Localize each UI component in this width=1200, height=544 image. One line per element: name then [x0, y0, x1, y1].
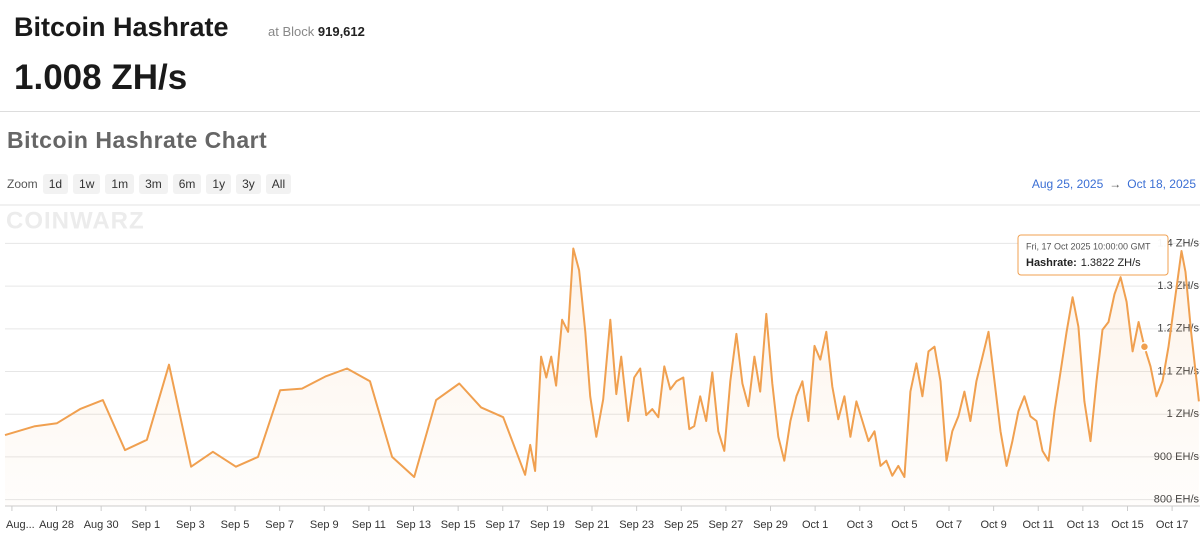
x-tick-label: Aug 30	[84, 519, 119, 531]
zoom-button[interactable]: 6m	[172, 174, 202, 194]
zoom-button[interactable]: 1y	[206, 174, 232, 194]
x-tick-label: Sep 21	[575, 519, 610, 531]
zoom-button[interactable]: 3y	[236, 174, 261, 194]
range-to[interactable]: Oct 18, 2025	[1127, 177, 1196, 191]
area	[5, 248, 1199, 506]
x-tick-label: Oct 1	[802, 519, 828, 531]
zoom-button[interactable]: 1d	[42, 174, 69, 194]
zoom-button[interactable]: All	[265, 174, 292, 194]
x-tick-label: Sep 27	[708, 519, 743, 531]
page-title: Bitcoin Hashrate	[14, 12, 229, 42]
x-tick-label: Oct 13	[1067, 519, 1099, 531]
watermark: COINWARZ	[6, 207, 145, 234]
zoom-button[interactable]: 1w	[73, 174, 101, 194]
line	[4, 247, 1200, 478]
tooltip-date: Fri, 17 Oct 2025 10:00:00 GMT	[1026, 241, 1151, 251]
tooltip: Fri, 17 Oct 2025 10:00:00 GMT Hashrate: 1.…	[1017, 234, 1169, 276]
tooltip-number: 1.3822 ZH/s	[1081, 257, 1141, 269]
x-tick-label: Oct 17	[1156, 519, 1188, 531]
x-tick-label: Sep 15	[441, 519, 476, 531]
x-tick-label: Aug...	[6, 519, 35, 531]
hover-marker	[1139, 341, 1150, 352]
x-tick-label: Oct 9	[980, 519, 1006, 531]
divider	[0, 111, 1200, 112]
x-tick-label: Sep 29	[753, 519, 788, 531]
x-tick-label: Sep 9	[310, 519, 339, 531]
x-tick-label: Sep 25	[664, 519, 699, 531]
block-info: at Block 919,612	[268, 24, 365, 39]
x-tick-label: Aug 28	[39, 519, 74, 531]
zoom-label: Zoom	[7, 177, 38, 191]
zoom-button[interactable]: 1m	[105, 174, 135, 194]
x-tick-label: Sep 1	[131, 519, 160, 531]
tooltip-label: Hashrate:	[1026, 257, 1077, 269]
range-from[interactable]: Aug 25, 2025	[1031, 177, 1104, 191]
x-tick-label: Sep 7	[265, 519, 294, 531]
zoom-bar: Zoom 1d 1w 1m 3m 6m 1y 3y All	[7, 174, 292, 194]
zoom-button[interactable]: 3m	[139, 174, 168, 194]
current-hashrate: 1.008 ZH/s	[14, 58, 188, 97]
x-tick-label: Sep 5	[221, 519, 250, 531]
x-tick-label: Sep 17	[485, 519, 520, 531]
tooltip-value: Hashrate: 1.3822 ZH/s	[1026, 257, 1141, 269]
range-arrow: →	[1109, 177, 1122, 191]
x-tick-label: Oct 11	[1022, 519, 1054, 531]
x-tick-label: Oct 15	[1111, 519, 1143, 531]
x-tick-label: Oct 3	[847, 519, 873, 531]
x-tick-label: Sep 23	[619, 519, 654, 531]
date-range: Aug 25, 2025 → Oct 18, 2025	[1032, 177, 1196, 191]
x-tick-label: Sep 3	[176, 519, 205, 531]
block-prefix: at Block	[268, 24, 315, 39]
x-tick-label: Sep 19	[530, 519, 565, 531]
tooltip-box	[1017, 234, 1169, 276]
x-tick-label: Oct 7	[936, 519, 962, 531]
x-tick-label: Sep 11	[352, 519, 386, 531]
block-number: 919,612	[317, 24, 365, 39]
chart-title: Bitcoin Hashrate Chart	[7, 127, 268, 153]
x-tick-label: Oct 5	[891, 519, 917, 531]
x-tick-label: Sep 13	[396, 519, 431, 531]
